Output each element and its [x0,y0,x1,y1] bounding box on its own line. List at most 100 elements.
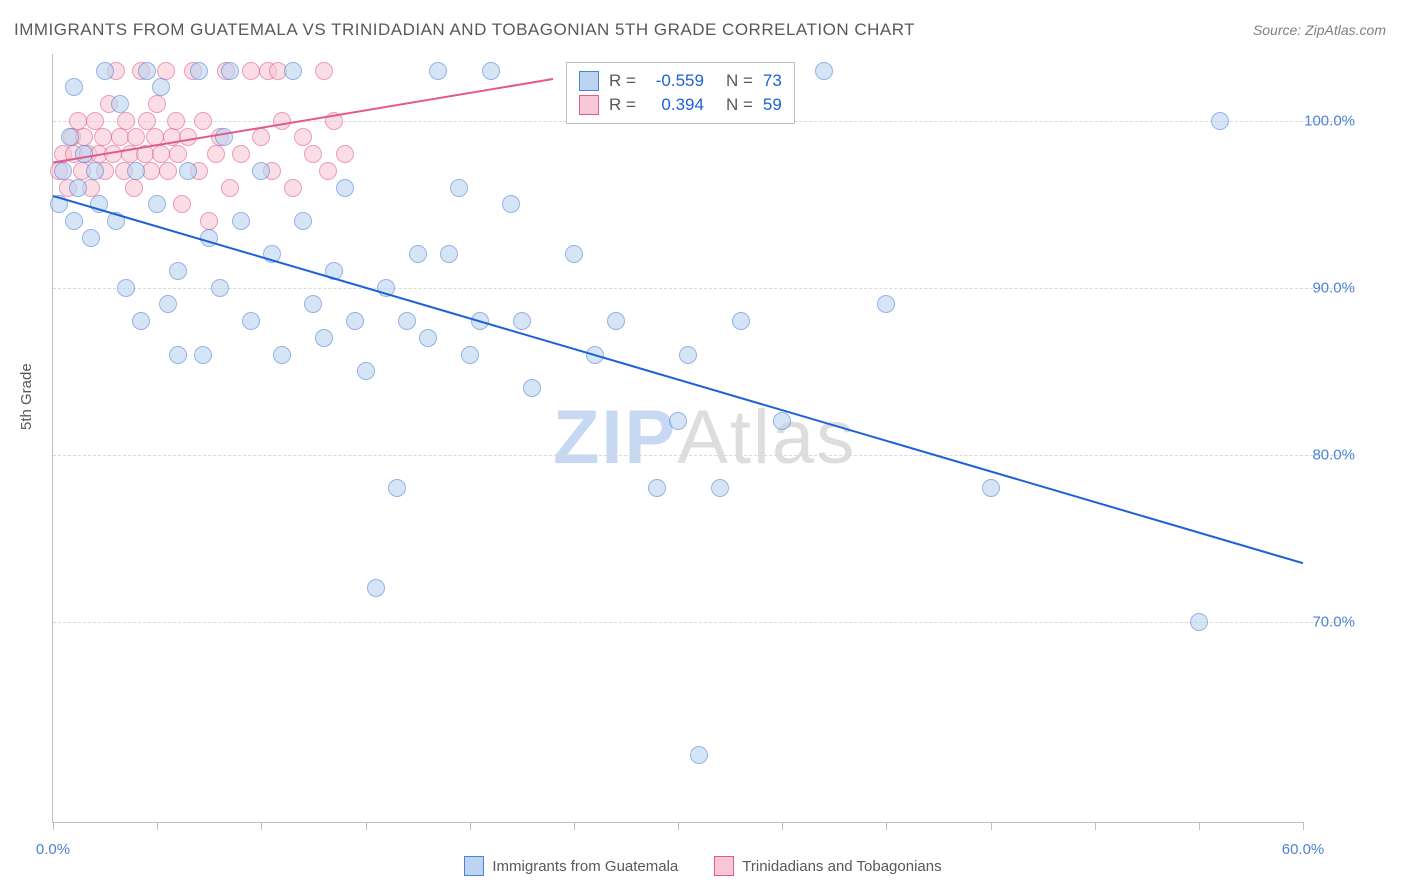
data-point [263,245,281,263]
watermark: ZIPAtlas [553,394,856,481]
data-point [450,179,468,197]
data-point [273,346,291,364]
x-tick [886,822,887,830]
data-point [319,162,337,180]
data-point [315,62,333,80]
legend-swatch [714,856,734,876]
n-label: N = [726,93,753,117]
data-point [117,279,135,297]
x-tick [53,822,54,830]
data-point [104,145,122,163]
data-point [367,579,385,597]
x-tick [366,822,367,830]
data-point [127,128,145,146]
r-label: R = [609,69,636,93]
data-point [152,78,170,96]
data-point [157,62,175,80]
data-point [232,212,250,230]
data-point [65,78,83,96]
y-tick-label: 90.0% [1312,279,1355,296]
stats-legend-row: R =0.394N =59 [579,93,782,117]
data-point [169,145,187,163]
r-value: 0.394 [646,93,704,117]
x-tick [261,822,262,830]
legend-label: Immigrants from Guatemala [492,858,678,875]
data-point [179,162,197,180]
data-point [125,179,143,197]
legend-swatch [579,95,599,115]
data-point [325,112,343,130]
x-tick [1303,822,1304,830]
x-tick [991,822,992,830]
data-point [111,95,129,113]
data-point [111,128,129,146]
data-point [679,346,697,364]
x-tick [574,822,575,830]
x-tick [782,822,783,830]
r-value: -0.559 [646,69,704,93]
data-point [94,128,112,146]
data-point [1190,613,1208,631]
data-point [96,62,114,80]
data-point [148,195,166,213]
data-point [138,112,156,130]
data-point [179,128,197,146]
y-axis-label: 5th Grade [18,363,35,430]
data-point [82,229,100,247]
data-point [377,279,395,297]
y-tick-label: 100.0% [1304,112,1355,129]
trend-lines [53,54,1303,822]
data-point [61,128,79,146]
watermark-zip: ZIP [553,395,677,480]
data-point [471,312,489,330]
x-tick [678,822,679,830]
y-tick-label: 80.0% [1312,446,1355,463]
data-point [232,145,250,163]
data-point [482,62,500,80]
legend-swatch [464,856,484,876]
r-label: R = [609,93,636,117]
gridline [53,622,1353,623]
stats-legend: R =-0.559N =73R =0.394N =59 [566,62,795,124]
data-point [221,179,239,197]
data-point [273,112,291,130]
data-point [211,279,229,297]
gridline [53,455,1353,456]
data-point [75,145,93,163]
x-tick [157,822,158,830]
data-point [586,346,604,364]
data-point [388,479,406,497]
source-attribution: Source: ZipAtlas.com [1253,22,1386,38]
data-point [252,162,270,180]
data-point [1211,112,1229,130]
data-point [502,195,520,213]
legend-label: Trinidadians and Tobagonians [742,858,941,875]
data-point [242,312,260,330]
x-tick [470,822,471,830]
data-point [117,112,135,130]
trend-line [53,196,1303,563]
data-point [711,479,729,497]
data-point [315,329,333,347]
data-point [648,479,666,497]
legend-swatch [579,71,599,91]
gridline [53,288,1353,289]
chart-title: IMMIGRANTS FROM GUATEMALA VS TRINIDADIAN… [14,20,915,40]
data-point [148,95,166,113]
n-value: 73 [763,69,782,93]
data-point [284,62,302,80]
data-point [50,195,68,213]
data-point [207,145,225,163]
data-point [440,245,458,263]
data-point [336,179,354,197]
n-label: N = [726,69,753,93]
data-point [146,128,164,146]
data-point [773,412,791,430]
data-point [163,128,181,146]
data-point [294,212,312,230]
data-point [86,162,104,180]
plot-area: ZIPAtlas 70.0%80.0%90.0%100.0%0.0%60.0% [52,54,1303,823]
data-point [173,195,191,213]
data-point [200,229,218,247]
data-point [127,162,145,180]
